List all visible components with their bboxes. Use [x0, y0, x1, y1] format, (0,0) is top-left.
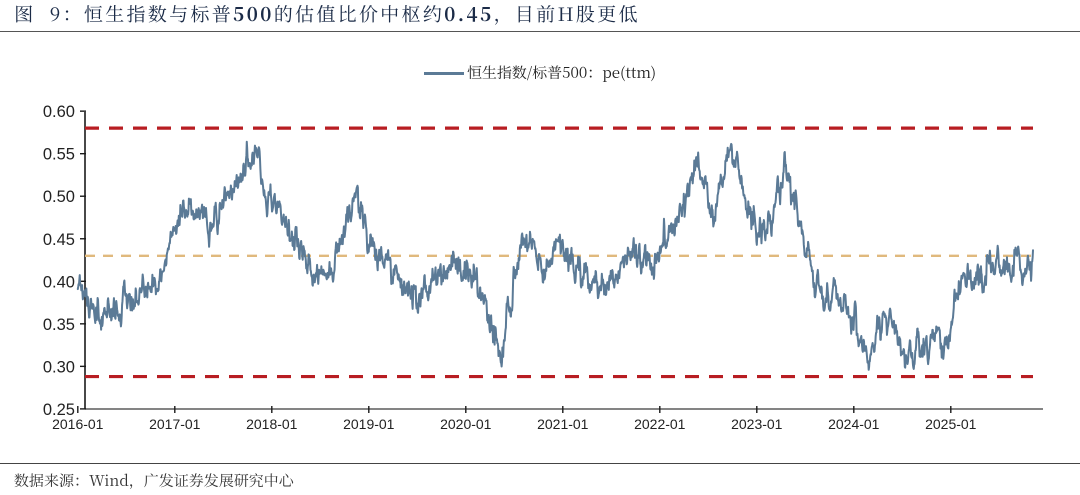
- svg-text:2025-01: 2025-01: [925, 416, 977, 432]
- svg-text:0.40: 0.40: [43, 273, 75, 291]
- svg-text:2024-01: 2024-01: [828, 416, 880, 432]
- svg-text:0.50: 0.50: [43, 188, 75, 206]
- svg-text:0.55: 0.55: [43, 146, 75, 164]
- svg-text:0.30: 0.30: [43, 358, 75, 376]
- svg-text:2016-01: 2016-01: [52, 416, 104, 432]
- svg-text:2017-01: 2017-01: [149, 416, 201, 432]
- svg-text:2018-01: 2018-01: [246, 416, 298, 432]
- svg-text:0.45: 0.45: [43, 231, 75, 249]
- svg-text:2023-01: 2023-01: [731, 416, 783, 432]
- svg-text:2021-01: 2021-01: [537, 416, 589, 432]
- svg-text:0.60: 0.60: [43, 103, 75, 121]
- svg-text:2022-01: 2022-01: [634, 416, 686, 432]
- svg-text:2020-01: 2020-01: [440, 416, 492, 432]
- svg-text:0.35: 0.35: [43, 316, 75, 334]
- svg-text:2019-01: 2019-01: [343, 416, 395, 432]
